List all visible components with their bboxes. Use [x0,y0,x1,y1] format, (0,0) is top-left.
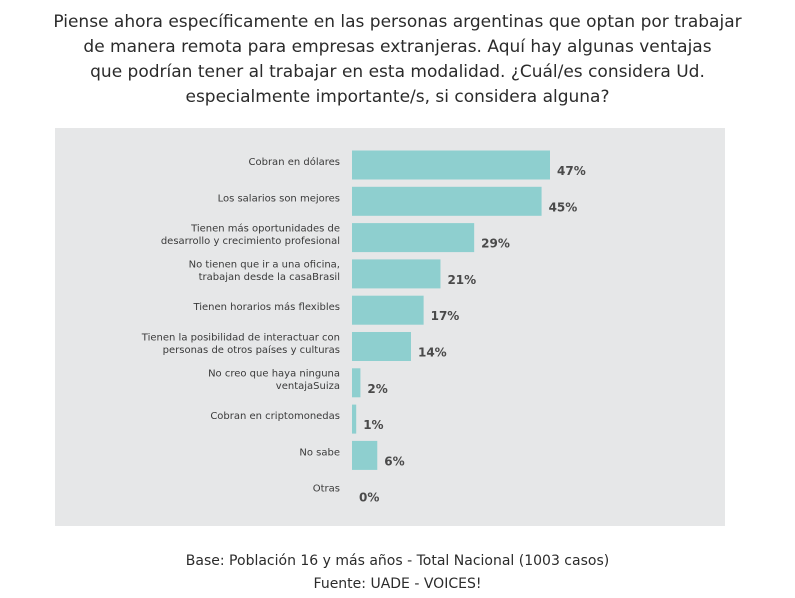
value-label: 14% [418,346,447,360]
chart-panel: Cobran en dólares 47% Los salarios son mej… [55,128,725,526]
category-label: No tienen que ir a una oficina, [189,260,340,271]
category-label: Cobran en criptomonedas [210,411,340,422]
category-label: personas de otros países y culturas [163,344,340,356]
category-label: Tienen la posibilidad de interactuar con [141,332,340,343]
chart-footer: Base: Población 16 y más años - Total Na… [0,550,795,596]
bar [352,332,411,361]
category-label: Tienen más oportunidades de [190,222,340,234]
value-label: 45% [549,200,578,214]
category-label: No creo que haya ninguna [208,369,340,380]
title-line: especialmente importante/s, si considera… [185,87,610,107]
value-label: 0% [359,491,379,505]
title-line: Piense ahora específicamente en las pers… [53,12,742,32]
bar [352,150,550,180]
bar [352,295,424,325]
bar [352,186,542,216]
title-line: de manera remota para empresas extranjer… [83,37,712,57]
value-label: 17% [431,309,460,323]
bar [352,368,361,398]
category-label: desarrollo y crecimiento profesional [161,236,340,247]
value-label: 21% [447,273,476,287]
source-note: Fuente: UADE - VOICES! [313,576,482,592]
bar [352,223,475,253]
value-label: 2% [367,382,387,396]
category-label: ventajaSuiza [276,381,340,392]
category-label: Tienen horarios más flexibles [192,301,340,313]
value-label: 47% [557,164,586,178]
value-label: 29% [481,237,510,251]
base-note: Base: Población 16 y más años - Total Na… [185,553,610,569]
bar [352,440,378,470]
value-label: 6% [384,454,404,468]
category-label: Cobran en dólares [249,156,341,168]
category-label: No sabe [299,447,340,458]
value-label: 1% [363,418,383,432]
chart-title: Piense ahora específicamente en las pers… [30,10,765,110]
bar [352,259,441,289]
category-label: Los salarios son mejores [218,193,340,204]
bar-chart: Cobran en dólares 47% Los salarios son mej… [141,150,586,505]
category-label: trabajan desde la casaBrasil [199,272,340,283]
title-line: que podrían tener al trabajar en esta mo… [90,62,705,82]
bar [352,404,357,434]
category-label: Otras [313,484,340,495]
